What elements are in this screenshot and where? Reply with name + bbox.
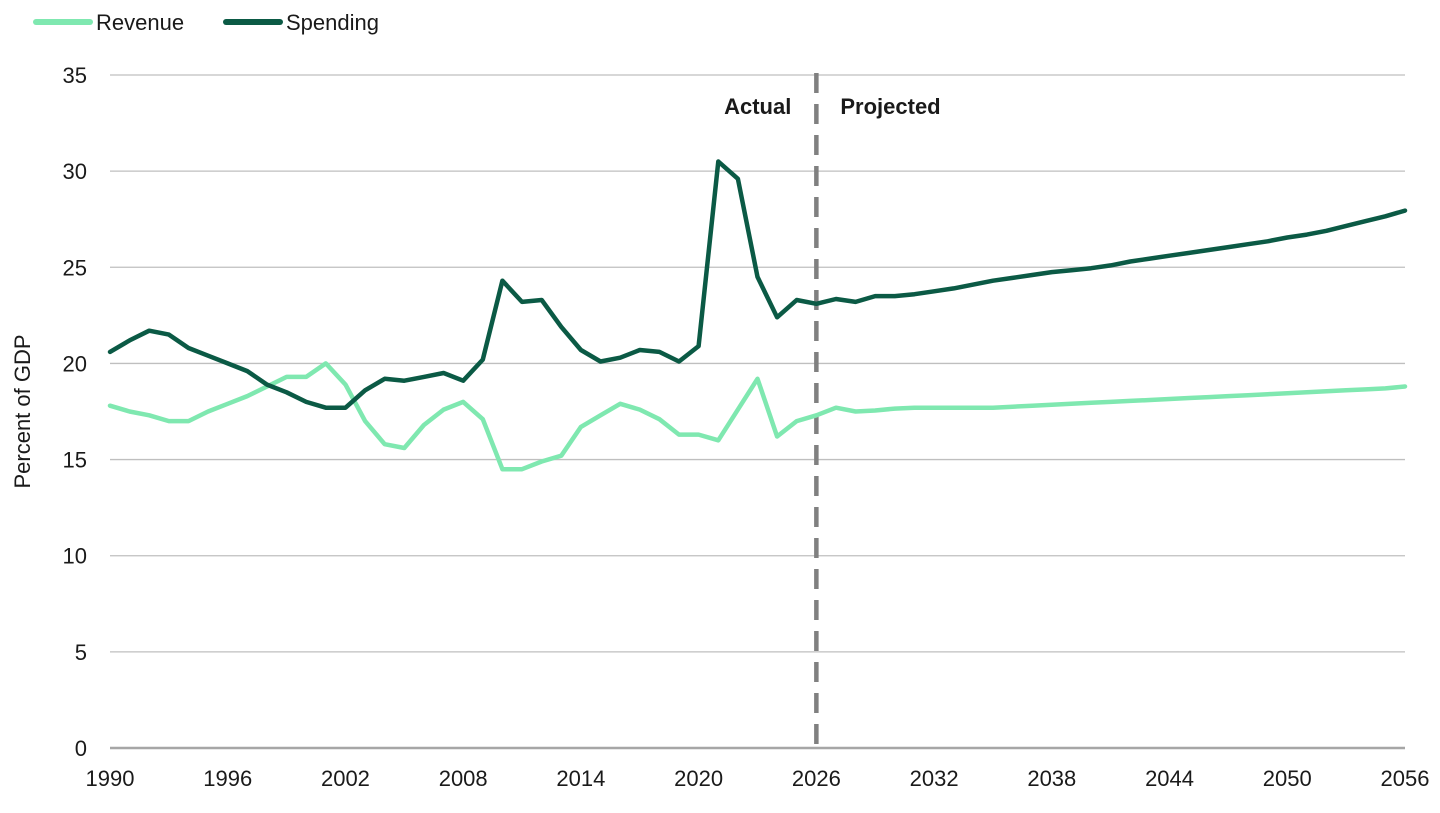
y-tick-label: 10 xyxy=(63,544,87,569)
spending-line xyxy=(107,159,1408,410)
projected-label: Projected xyxy=(840,94,940,119)
x-tick-label: 2020 xyxy=(674,766,723,791)
y-tick-label: 20 xyxy=(63,351,87,376)
y-tick-label: 35 xyxy=(63,63,87,88)
x-tick-label: 2038 xyxy=(1027,766,1076,791)
y-tick-label: 30 xyxy=(63,159,87,184)
legend: Revenue Spending xyxy=(33,10,379,35)
series-lines xyxy=(107,159,1408,472)
y-tick-label: 0 xyxy=(75,736,87,761)
y-tick-label: 5 xyxy=(75,640,87,665)
x-tick-label: 2002 xyxy=(321,766,370,791)
actual-label: Actual xyxy=(724,94,791,119)
revenue-legend-label: Revenue xyxy=(96,10,184,35)
x-tick-label: 2014 xyxy=(556,766,605,791)
y-axis-label: Percent of GDP xyxy=(10,334,35,488)
x-tick-label: 1996 xyxy=(203,766,252,791)
revenue-line xyxy=(107,361,1408,472)
x-tick-label: 2044 xyxy=(1145,766,1194,791)
x-tick-label: 1990 xyxy=(86,766,135,791)
gridlines xyxy=(110,74,1405,653)
y-axis-ticks: 0 5 10 15 20 25 30 35 xyxy=(63,63,87,761)
y-tick-label: 25 xyxy=(63,255,87,280)
spending-legend-label: Spending xyxy=(286,10,379,35)
x-tick-label: 2026 xyxy=(792,766,841,791)
x-tick-label: 2008 xyxy=(439,766,488,791)
x-tick-label: 2032 xyxy=(910,766,959,791)
x-axis-ticks: 1990 1996 2002 2008 2014 2020 2026 2032 2038 2044… xyxy=(86,766,1430,791)
x-tick-label: 2056 xyxy=(1381,766,1430,791)
y-tick-label: 15 xyxy=(63,448,87,473)
x-tick-label: 2050 xyxy=(1263,766,1312,791)
